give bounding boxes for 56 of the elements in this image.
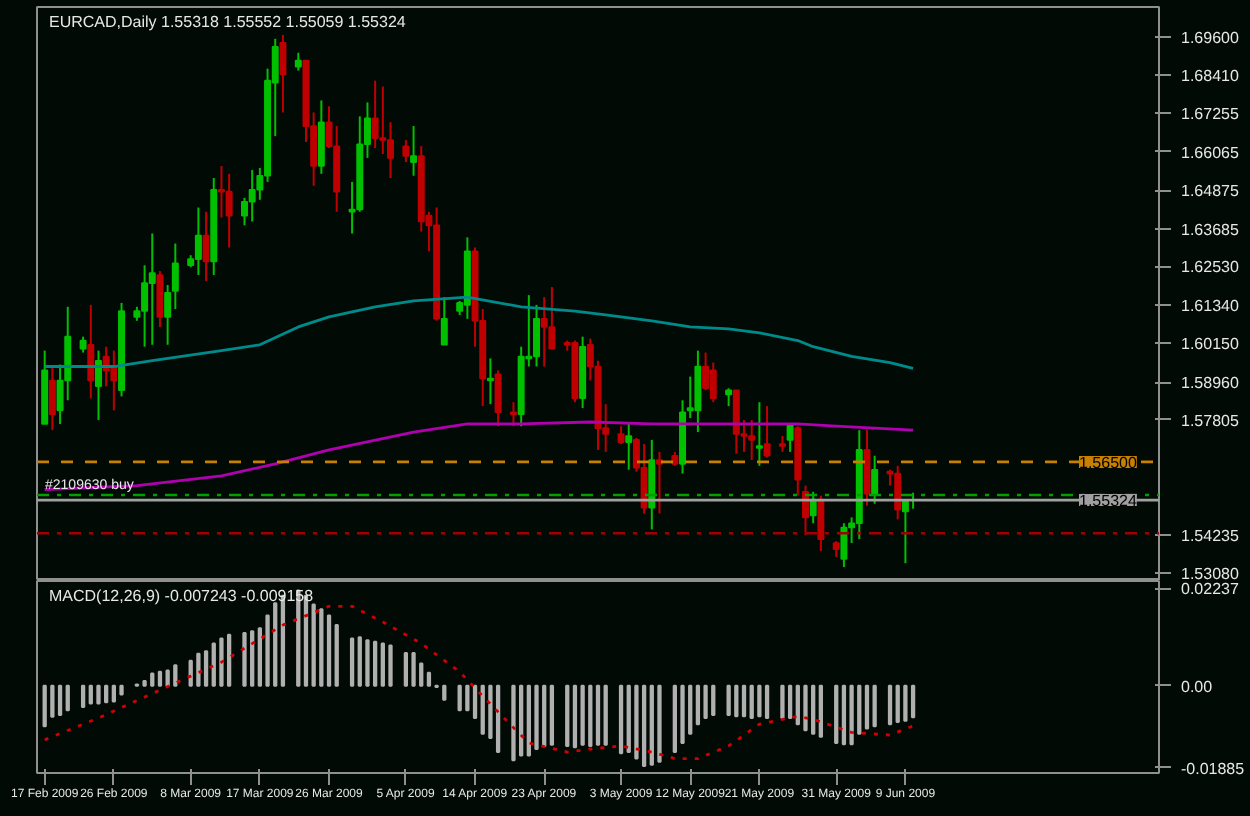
candlestick	[371, 79, 379, 150]
candlestick	[763, 405, 771, 459]
y-tick-label: 1.67255	[1181, 104, 1240, 123]
candlestick	[225, 172, 233, 249]
candlestick	[509, 401, 517, 428]
candlestick	[279, 33, 287, 114]
y-tick-label: 1.60150	[1181, 335, 1240, 354]
y-tick-label: 1.68410	[1181, 67, 1240, 86]
y-tick-label: 1.69600	[1181, 28, 1240, 47]
ref-line-label: 1.56500	[1079, 453, 1138, 472]
candlestick	[148, 232, 156, 346]
candlestick	[317, 99, 325, 175]
y-tick-label: 1.53080	[1181, 564, 1240, 583]
candlestick	[655, 450, 663, 515]
candlestick	[748, 419, 756, 461]
y-tick-label: 1.64875	[1181, 182, 1240, 201]
candlestick	[533, 303, 541, 368]
candlestick	[871, 454, 879, 505]
candlestick	[694, 349, 702, 434]
candlestick	[248, 168, 256, 223]
line-series	[43, 604, 915, 760]
candlestick	[786, 422, 794, 453]
candlestick	[817, 494, 825, 553]
candlestick	[863, 429, 871, 507]
y-tick-label: 1.54235	[1181, 527, 1240, 546]
candlestick	[156, 270, 164, 328]
candlestick	[440, 296, 448, 346]
y-tick-label: 1.63685	[1181, 220, 1240, 239]
y-tick-label: 1.61340	[1181, 296, 1240, 315]
candlestick	[87, 303, 95, 400]
candlestick	[640, 443, 648, 515]
y-tick-label: 1.66065	[1181, 143, 1240, 162]
candlestick	[709, 361, 717, 404]
candlestick	[494, 369, 502, 428]
candlestick	[194, 206, 202, 277]
candlestick	[732, 389, 740, 455]
ref-line-label: 1.55324	[1079, 492, 1138, 511]
y-tick-label: 1.58960	[1181, 374, 1240, 393]
y-tick-label: 1.57805	[1181, 411, 1240, 430]
candlestick	[894, 464, 902, 521]
y-tick-label: 1.62530	[1181, 258, 1240, 277]
candlestick	[625, 422, 633, 471]
chart-title: EURCAD,Daily 1.55318 1.55552 1.55059 1.55324	[49, 13, 407, 31]
y-tick-label: 0.02237	[1181, 580, 1240, 599]
candlestick	[402, 139, 410, 164]
candlestick	[202, 210, 210, 283]
y-tick-label: -0.01885	[1181, 759, 1246, 778]
candlestick	[48, 365, 56, 432]
candlestick	[755, 401, 763, 467]
candlestick	[486, 357, 494, 406]
candlestick	[379, 85, 387, 155]
candlestick	[410, 125, 418, 177]
y-tick-label: 0.00	[1181, 677, 1214, 696]
candlestick	[901, 498, 909, 565]
line-series	[43, 420, 915, 491]
candlestick	[648, 438, 656, 531]
